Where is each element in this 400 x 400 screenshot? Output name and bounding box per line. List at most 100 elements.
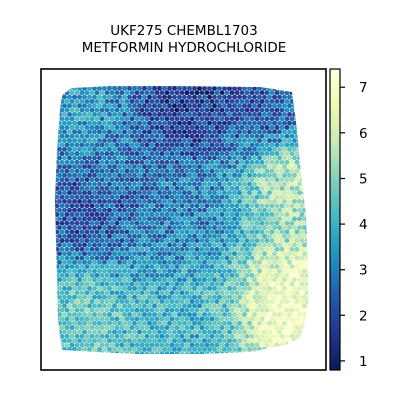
spot: [134, 159, 140, 165]
spot: [287, 129, 292, 135]
spot: [204, 159, 210, 165]
spot: [264, 90, 270, 96]
spot: [244, 316, 250, 322]
spot: [57, 216, 62, 222]
spot: [264, 86, 270, 87]
spot: [259, 220, 265, 226]
spot: [212, 199, 217, 204]
spot: [287, 181, 292, 187]
spot: [272, 268, 277, 274]
spot: [50, 238, 55, 243]
spot: [50, 308, 55, 313]
spot: [149, 220, 155, 226]
spot: [182, 86, 187, 91]
spot: [262, 155, 267, 161]
spot: [229, 142, 235, 148]
spot: [94, 307, 100, 313]
spot: [149, 272, 155, 278]
spot: [174, 316, 180, 322]
spot: [129, 238, 135, 244]
spot: [284, 220, 290, 226]
spot: [234, 220, 240, 226]
spot: [109, 255, 115, 261]
spot: [149, 299, 155, 304]
spot: [207, 329, 212, 335]
spot: [217, 312, 222, 317]
spot: [237, 103, 242, 109]
spot: [284, 316, 290, 322]
spot: [224, 151, 230, 157]
spot: [239, 316, 245, 322]
spot: [217, 172, 222, 178]
spot: [97, 346, 102, 352]
spot: [292, 172, 297, 178]
spot: [254, 90, 260, 96]
spot: [287, 259, 292, 265]
spot: [117, 277, 122, 283]
spot: [162, 112, 167, 117]
spot: [169, 290, 175, 296]
spot: [164, 125, 170, 130]
spot: [177, 207, 182, 213]
spot: [169, 264, 175, 270]
spot: [199, 307, 205, 313]
spot: [55, 181, 57, 187]
spot: [69, 272, 75, 278]
spot: [174, 194, 180, 200]
spot: [249, 116, 255, 122]
spot: [224, 281, 230, 287]
spot: [304, 272, 308, 278]
spot: [69, 351, 75, 354]
spot: [192, 199, 197, 204]
spot: [179, 255, 185, 261]
spot: [202, 94, 207, 100]
spot: [184, 159, 190, 165]
spot: [104, 90, 110, 96]
spot: [99, 159, 105, 165]
spot: [229, 333, 235, 339]
spot: [212, 164, 217, 170]
spot: [87, 164, 92, 170]
spot: [247, 346, 252, 352]
spot: [122, 286, 127, 291]
spot: [189, 333, 195, 339]
spot: [252, 190, 257, 196]
spot: [89, 325, 95, 331]
spot: [184, 281, 190, 287]
spot: [302, 320, 307, 326]
spot: [227, 338, 232, 344]
spot: [129, 151, 135, 157]
spot: [212, 103, 217, 109]
spot: [192, 294, 197, 300]
spot: [224, 133, 230, 139]
spot: [72, 103, 77, 109]
spot: [59, 142, 65, 148]
spot: [262, 146, 267, 152]
spot: [119, 98, 125, 104]
spot: [159, 351, 165, 354]
spot: [234, 86, 240, 87]
spot: [289, 185, 295, 191]
spot: [62, 329, 67, 335]
spot: [89, 168, 95, 174]
spot: [262, 320, 267, 326]
spot: [164, 203, 170, 209]
spot: [284, 325, 290, 331]
spot: [87, 225, 92, 230]
spot: [284, 133, 290, 139]
spot: [187, 320, 192, 326]
spot: [77, 225, 82, 230]
spot: [284, 185, 290, 191]
spot: [279, 333, 285, 339]
spot: [249, 220, 255, 226]
spot: [69, 264, 75, 270]
spot: [177, 164, 182, 170]
spot: [199, 325, 205, 331]
spot: [297, 303, 302, 309]
spot: [199, 220, 205, 226]
spot: [139, 316, 145, 322]
spot: [272, 338, 277, 344]
spot: [224, 307, 230, 313]
spot: [177, 112, 182, 117]
spot: [237, 190, 242, 196]
